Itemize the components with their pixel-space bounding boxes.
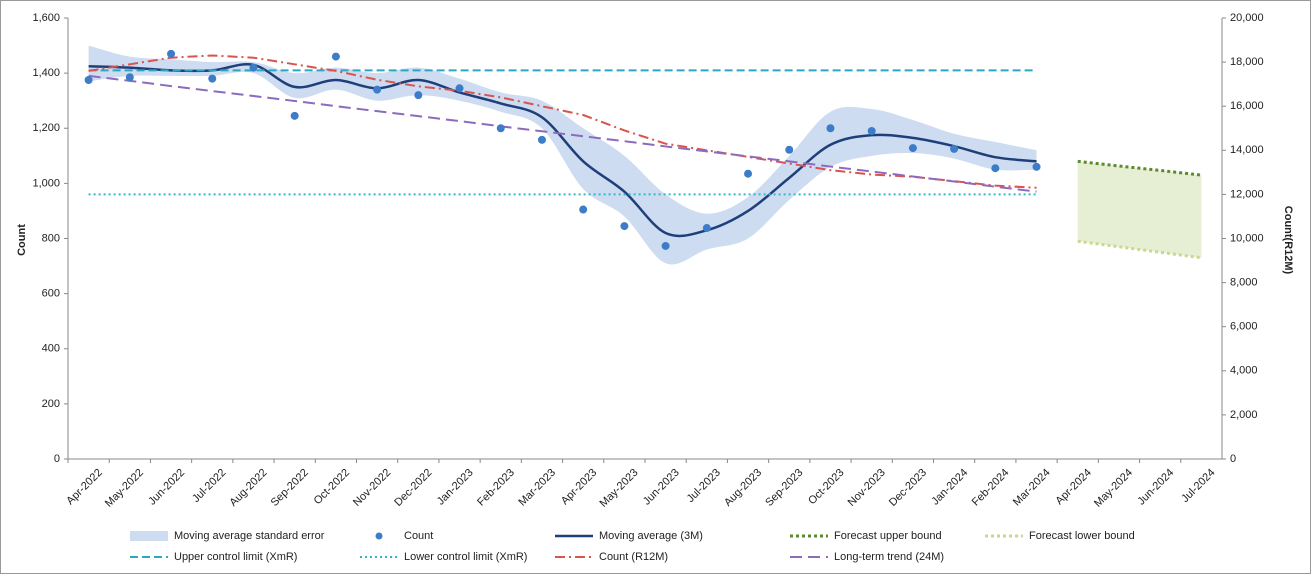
point — [661, 241, 670, 250]
point — [373, 85, 382, 94]
line — [88, 74, 1037, 193]
legend-swatch — [375, 532, 383, 540]
y2-tick-label: 2,000 — [1230, 409, 1258, 421]
legend-swatch — [130, 531, 168, 541]
point — [455, 84, 464, 93]
y-axis-label: Count — [16, 224, 28, 256]
legend-label: Moving average standard error — [174, 530, 325, 542]
y2-tick-label: 20,000 — [1230, 12, 1264, 24]
point — [208, 74, 217, 83]
point — [950, 144, 959, 153]
y-tick-label: 400 — [42, 343, 60, 355]
legend-label: Moving average (3M) — [599, 530, 703, 542]
y2-tick-label: 10,000 — [1230, 232, 1264, 244]
point — [1032, 162, 1041, 171]
point — [331, 52, 340, 61]
point — [991, 164, 1000, 173]
point — [537, 135, 546, 144]
point — [744, 169, 753, 178]
legend-label: Count (R12M) — [599, 551, 668, 563]
y-tick-label: 0 — [54, 453, 60, 465]
y-tick-label: 1,400 — [32, 67, 60, 79]
legend-label: Count — [404, 530, 433, 542]
point — [167, 49, 176, 58]
y-tick-label: 800 — [42, 232, 60, 244]
point — [84, 76, 93, 85]
y-tick-label: 600 — [42, 288, 60, 300]
y-tick-label: 200 — [42, 398, 60, 410]
line — [88, 63, 1037, 238]
line — [1077, 239, 1202, 260]
point — [702, 224, 711, 233]
y2-tick-label: 12,000 — [1230, 188, 1264, 200]
point — [496, 124, 505, 133]
point — [125, 73, 134, 82]
point — [249, 63, 258, 72]
point — [579, 205, 588, 214]
y-tick-label: 1,200 — [32, 122, 60, 134]
y2-tick-label: 6,000 — [1230, 321, 1258, 333]
point — [290, 111, 299, 120]
legend-label: Forecast upper bound — [834, 530, 942, 542]
point — [414, 91, 423, 100]
y2-tick-label: 14,000 — [1230, 144, 1264, 156]
point — [826, 124, 835, 133]
y2-tick-label: 18,000 — [1230, 56, 1264, 68]
point — [908, 144, 917, 153]
y-tick-label: 1,000 — [32, 177, 60, 189]
legend-label: Forecast lower bound — [1029, 530, 1135, 542]
forecast-range — [1077, 161, 1202, 258]
y2-tick-label: 4,000 — [1230, 365, 1258, 377]
y2-tick-label: 16,000 — [1230, 100, 1264, 112]
legend-label: Long-term trend (24M) — [834, 551, 944, 563]
legend-label: Lower control limit (XmR) — [404, 551, 527, 563]
point — [867, 127, 876, 136]
y2-axis-label: Count(R12M) — [1282, 206, 1294, 275]
line — [1077, 159, 1202, 177]
y2-tick-label: 0 — [1230, 453, 1236, 465]
legend-label: Upper control limit (XmR) — [174, 551, 297, 563]
line — [88, 54, 1037, 189]
y2-tick-label: 8,000 — [1230, 277, 1258, 289]
y-tick-label: 1,600 — [32, 12, 60, 24]
error-band — [88, 45, 1037, 265]
point — [785, 145, 794, 154]
point — [620, 222, 629, 231]
